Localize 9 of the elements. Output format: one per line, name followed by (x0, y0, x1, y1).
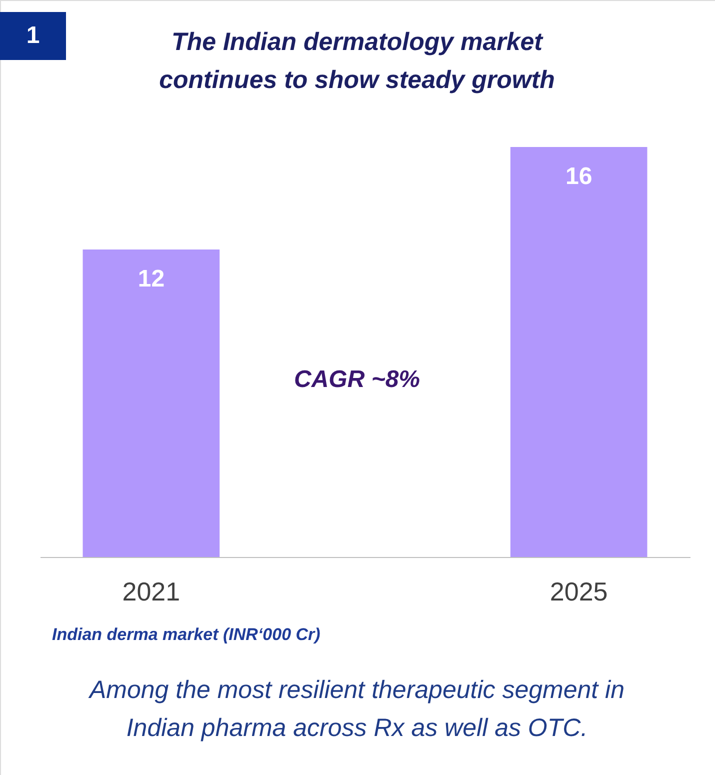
text: Among the most resilient therapeutic segment in Indian pharma across Rx as well as OTC. (88, 676, 624, 742)
x-tick-label: 2025 (550, 576, 608, 606)
text: Indian derma market (INR‘000 Cr) (52, 625, 321, 644)
x-tick-label: 2021 (122, 576, 180, 606)
text: 1 (26, 22, 40, 49)
chart-title: The Indian dermatology market continues to show steady growth (159, 28, 555, 94)
annotation: CAGR ~8% (294, 366, 420, 393)
data-label: 12 (138, 266, 165, 292)
data-label: 16 (565, 163, 592, 190)
